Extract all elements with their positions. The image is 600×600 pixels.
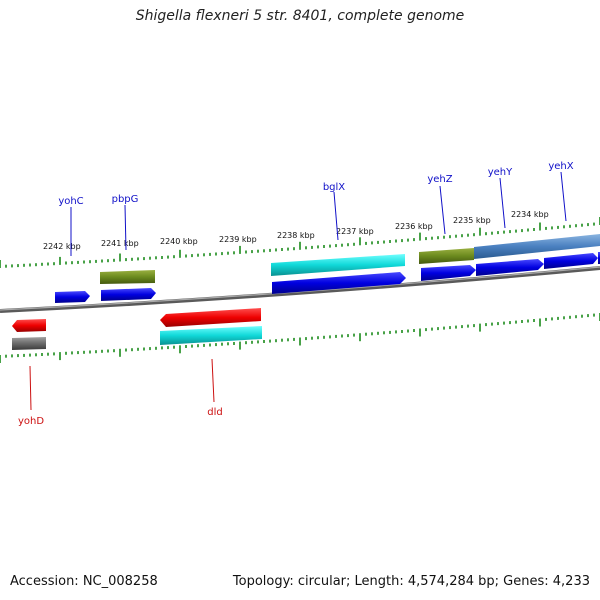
- gene-pbpG: [101, 288, 156, 301]
- gene-pbpG-product: [100, 270, 155, 284]
- gene-dld-product: [160, 326, 262, 345]
- gene-yehZ: [421, 265, 476, 281]
- kbp-label: 2237 kbp: [336, 227, 374, 236]
- kbp-label: 2239 kbp: [219, 235, 257, 244]
- kbp-label: 2240 kbp: [160, 237, 198, 246]
- genome-backbone: [0, 266, 600, 313]
- gene-label-dld: dld: [207, 407, 222, 418]
- gene-label-yehZ: yehZ: [427, 174, 452, 185]
- kbp-label: 2234 kbp: [511, 210, 549, 219]
- gene-bglX: [272, 272, 406, 294]
- gene-labels: yohC pbpG bglX yehZ yehY yehX yohD dld: [18, 161, 574, 427]
- forward-features: [55, 234, 600, 303]
- kbp-label: 2238 kbp: [277, 231, 315, 240]
- gene-label-yehY: yehY: [488, 167, 513, 178]
- gene-label-yehX: yehX: [548, 161, 573, 172]
- kbp-label: 2241 kbp: [101, 239, 139, 248]
- gene-yohD-product: [12, 337, 46, 350]
- kbp-label: 2236 kbp: [395, 222, 433, 231]
- gene-yehX: [544, 253, 598, 269]
- genome-summary-text: Topology: circular; Length: 4,574,284 bp…: [232, 574, 590, 589]
- ruler-ticks-bottom: [0, 313, 600, 363]
- gene-yohC: [55, 291, 90, 303]
- gene-bglX-product: [271, 254, 405, 276]
- gene-yehY-product: [474, 234, 600, 259]
- gene-label-yohD: yohD: [18, 416, 44, 427]
- kbp-labels: 2242 kbp 2241 kbp 2240 kbp 2239 kbp 2238…: [43, 210, 549, 251]
- gene-label-yohC: yohC: [58, 196, 83, 207]
- gene-yehZ-product: [419, 248, 474, 264]
- gene-dld: [160, 308, 261, 327]
- ruler-ticks-top: [0, 217, 600, 268]
- gene-yohD: [12, 319, 46, 332]
- label-leaders: [29, 171, 567, 411]
- gene-label-bglX: bglX: [323, 182, 345, 193]
- kbp-label: 2242 kbp: [43, 242, 81, 251]
- reverse-features: [12, 308, 262, 350]
- map-title: Shigella flexneri 5 str. 8401, complete …: [135, 8, 465, 24]
- kbp-label: 2235 kbp: [453, 216, 491, 225]
- gene-yehY: [476, 259, 544, 276]
- gene-label-pbpG: pbpG: [112, 194, 139, 205]
- accession-text: Accession: NC_008258: [10, 574, 158, 589]
